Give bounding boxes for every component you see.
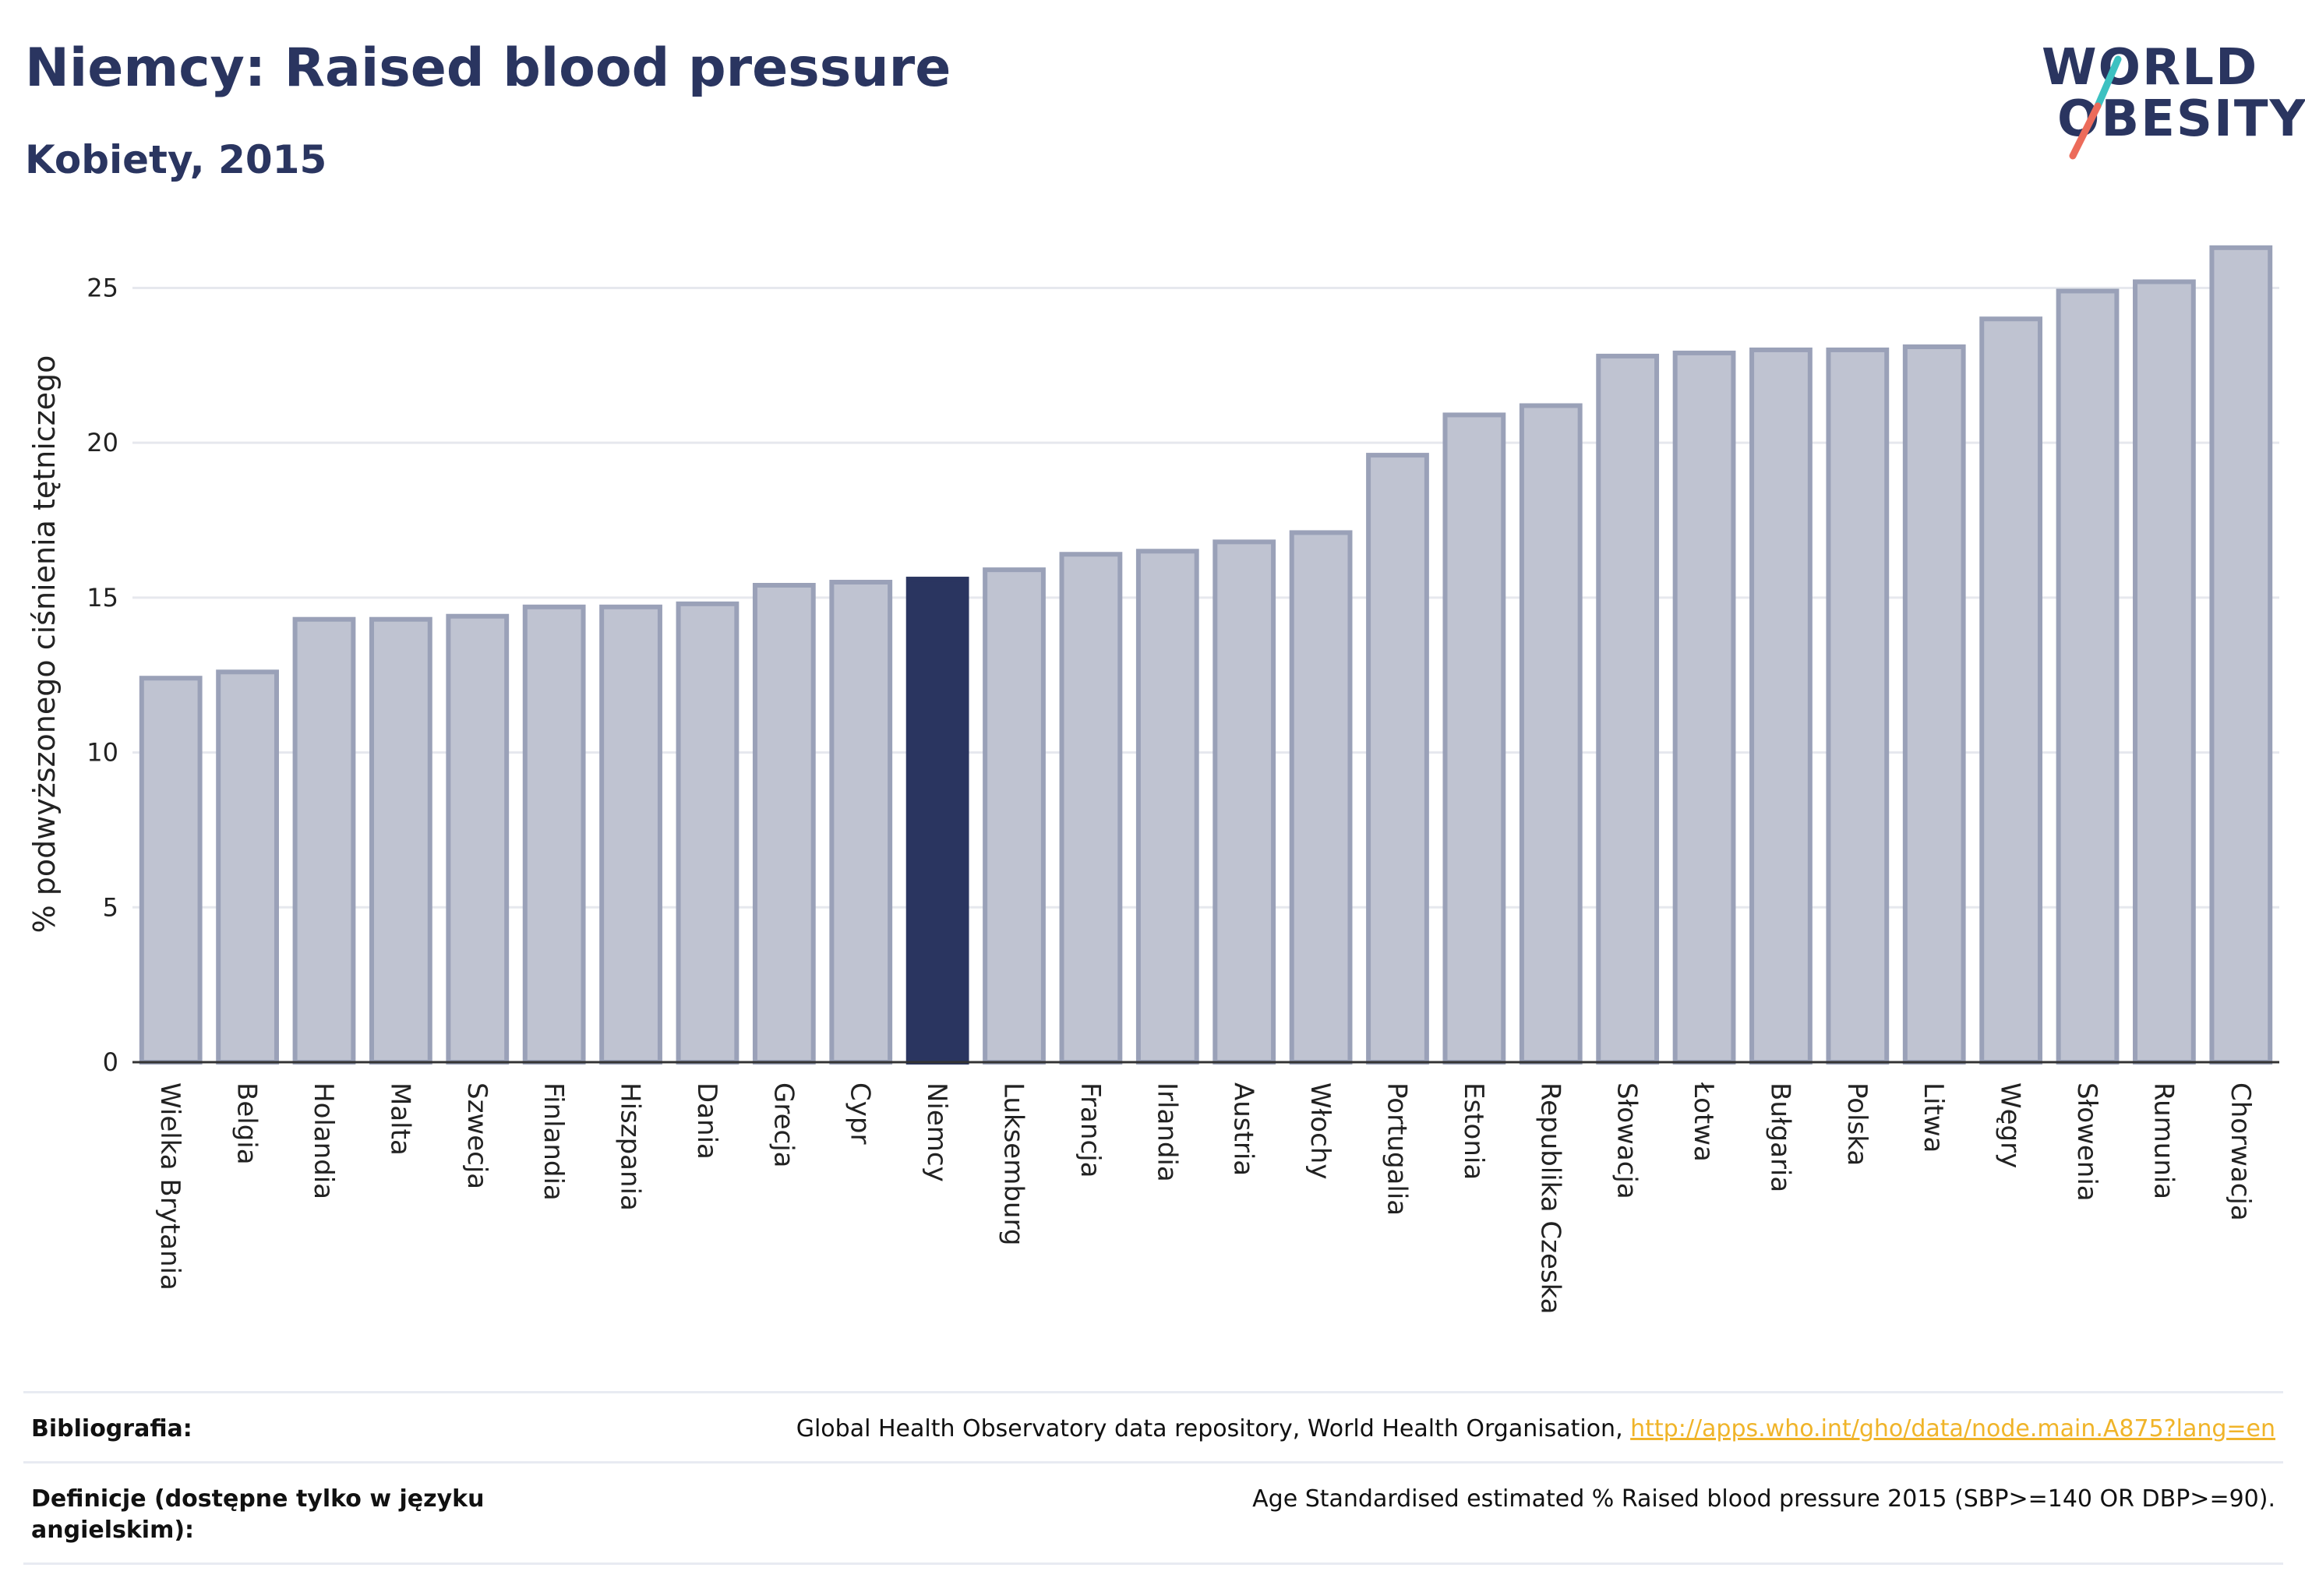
y-tick-label: 25 [86,273,118,302]
definitions-text: Age Standardised estimated % Raised bloo… [1252,1485,2275,1513]
y-tick-label: 5 [103,892,118,922]
y-tick-label: 10 [86,738,118,768]
logo-slash-icon [2069,55,2122,160]
bar [446,613,510,1065]
x-tick-label: Bułgaria [1764,1082,1795,1192]
bar [905,577,969,1065]
bar [1289,530,1353,1065]
footer-bibliography-row: Bibliografia: Global Health Observatory … [23,1391,2283,1461]
bar [1213,539,1276,1065]
bar [1596,353,1660,1065]
y-tick-label: 15 [86,583,118,613]
bar [1059,552,1123,1065]
bar [369,616,432,1065]
x-tick-label: Szwecja [461,1082,492,1189]
chart-title: Niemcy: Raised blood pressure [25,37,951,99]
bar-chart: 0 5 10 15 20 25 % podwyższonego ciśnienia tętn… [27,245,2279,1315]
x-tick-label: Polska [1841,1082,1873,1166]
x-tick-label: Irlandia [1151,1082,1182,1182]
bar [983,567,1046,1065]
bar [829,580,893,1065]
bar [292,616,356,1065]
bar [2133,279,2196,1065]
logo-line-1: WORLD [2042,39,2259,97]
bar [752,582,816,1065]
y-axis-label: % podwyższonego ciśnienia tętniczego [27,355,62,934]
footer-definitions-row: Definicje (dostępne tylko w języku angie… [23,1460,2283,1565]
bibliography-label: Bibliografia: [31,1415,192,1442]
bar [216,669,279,1065]
bar [2209,245,2273,1065]
x-tick-label: Grecja [768,1082,799,1167]
x-tick-label: Słowenia [2071,1082,2102,1202]
bar [676,601,740,1065]
bar [2056,288,2120,1065]
x-tick-label: Litwa [1918,1082,1949,1153]
y-tick-label: 20 [86,428,118,457]
x-tick-label: Holandia [308,1082,339,1199]
x-tick-label: Portugalia [1381,1082,1412,1216]
bar [1519,403,1583,1065]
bar [1902,344,1966,1065]
y-tick-label: 0 [103,1047,118,1077]
bar [1135,549,1199,1065]
x-tick-label: Republika Czeska [1534,1082,1565,1315]
bar [1442,412,1506,1065]
footer: Bibliografia: Global Health Observatory … [23,1391,2283,1565]
bar [1826,347,1890,1065]
chart-subtitle: Kobiety, 2015 [25,137,327,182]
x-tick-label: Francja [1075,1082,1106,1178]
x-tick-label: Rumunia [2148,1082,2179,1199]
bar [1366,453,1429,1065]
x-tick-label: Finlandia [538,1082,569,1201]
bar [1672,350,1736,1065]
x-tick-label: Belgia [231,1082,263,1165]
x-tick-label: Włochy [1304,1082,1336,1179]
x-tick-label: Luksemburg [998,1082,1029,1245]
bar [599,604,662,1065]
x-tick-label: Niemcy [921,1082,952,1182]
bibliography-link[interactable]: http://apps.who.int/gho/data/node.main.A… [1630,1415,2275,1442]
x-tick-label: Słowacja [1611,1082,1643,1199]
x-tick-label: Hiszpania [615,1082,646,1211]
bar [1979,316,2043,1065]
bar [522,604,586,1065]
x-tick-label: Łotwa [1688,1082,1719,1162]
x-tick-label: Dania [691,1082,722,1160]
world-obesity-logo[interactable]: WORLD OBESITY [2026,39,2305,171]
x-tick-label: Chorwacja [2225,1082,2256,1221]
bibliography-value: Global Health Observatory data repositor… [796,1414,2275,1446]
bibliography-text: Global Health Observatory data repositor… [796,1415,1631,1442]
x-tick-label: Wielka Brytania [154,1082,185,1291]
x-tick-label: Węgry [1995,1082,2026,1168]
definitions-label: Definicje (dostępne tylko w języku angie… [31,1485,485,1545]
x-tick-label: Malta [384,1082,415,1156]
x-tick-label: Cypr [845,1082,876,1144]
x-tick-label: Estonia [1458,1082,1489,1180]
x-tick-label: Austria [1228,1082,1259,1176]
bar [139,676,203,1065]
bar [1749,347,1813,1065]
